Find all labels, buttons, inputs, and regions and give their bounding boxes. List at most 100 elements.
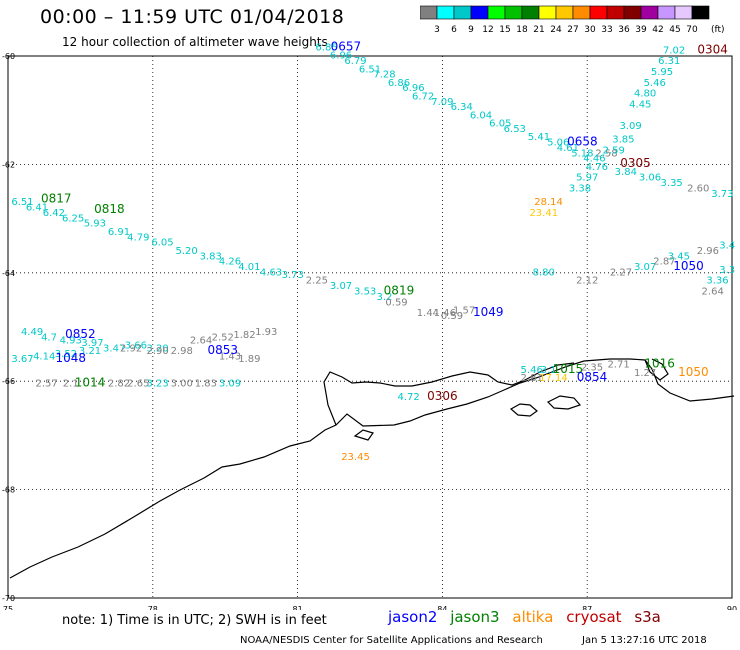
- lat-label: -68: [2, 486, 15, 495]
- lat-label: -62: [2, 160, 15, 169]
- credit-line: NOAA/NESDIS Center for Satellite Applica…: [240, 635, 543, 646]
- wave-height-label: 3.07: [634, 262, 656, 273]
- lat-label: -70: [2, 594, 15, 603]
- wave-height-label: 3.53: [354, 286, 376, 297]
- pass-time-label: 1049: [473, 305, 504, 319]
- wave-height-label: 4.79: [127, 232, 149, 243]
- antarctic-coastline: [9, 358, 735, 579]
- scale-tick-label: 15: [499, 25, 510, 35]
- pass-time-label: 1048: [55, 351, 86, 365]
- graticule: [7, 55, 733, 599]
- wave-height-label: 3.06: [639, 173, 661, 184]
- pass-time-label: 0305: [620, 156, 651, 170]
- observation-labels: 6.856.966.796.517.286.866.966.727.096.34…: [11, 40, 735, 463]
- wave-height-label: 2.82: [108, 379, 130, 390]
- wave-height-label: 3.84: [615, 167, 637, 178]
- wave-height-label: 4.14: [33, 352, 55, 363]
- wave-height-label: 1.89: [238, 354, 260, 365]
- pass-time-label: 0854: [577, 370, 608, 384]
- wave-height-label: 3.73: [282, 270, 304, 281]
- wave-height-label: 1.43: [219, 352, 241, 363]
- satellite-legend: jason2 jason3 altika cryosat s3a: [388, 608, 669, 626]
- wave-height-label: 2.12: [576, 276, 598, 287]
- wave-height-label: 2.25: [306, 276, 328, 287]
- color-scale-legend: 3 6 9 12 15 18 21 24 27 30 33 36 39 42 45 70 (ft): [420, 5, 725, 35]
- wave-height-label: 1.93: [255, 327, 277, 338]
- wave-height-label: 3.73: [711, 189, 733, 200]
- wave-height-label: 3.52: [55, 349, 77, 360]
- wave-height-label: 5.93: [84, 219, 106, 230]
- pass-time-label: 0304: [697, 42, 728, 56]
- wave-height-label: 4.61: [557, 143, 579, 154]
- wave-height-label: 3.47: [103, 343, 125, 354]
- wave-height-label: 2.60: [687, 184, 709, 195]
- timestamp: Jan 5 13:27:16 UTC 2018: [582, 635, 707, 646]
- sat-cryosat: cryosat: [566, 608, 622, 626]
- wave-height-label: 5.20: [175, 246, 197, 257]
- wave-height-label: 3.35: [661, 178, 683, 189]
- scale-tick-label: 30: [584, 25, 596, 35]
- wave-height-label: 6.51: [359, 64, 381, 75]
- scale-tick-label: 24: [550, 25, 562, 35]
- wave-height-label: 6.96: [330, 51, 352, 62]
- wave-height-label: 0.59: [385, 297, 407, 308]
- wave-height-label: 3.3: [719, 265, 735, 276]
- scale-tick-label: 27: [567, 25, 578, 35]
- sat-jason3: jason3: [450, 608, 500, 626]
- lon-label: 81: [293, 605, 303, 610]
- lat-label: -60: [2, 52, 15, 61]
- wave-height-label: 5.41: [528, 132, 550, 143]
- lon-label: 87: [582, 605, 592, 610]
- wave-height-label: 3.23: [146, 379, 168, 390]
- wave-height-label: 5.18: [571, 148, 593, 159]
- wave-height-label: 3.07: [330, 281, 352, 292]
- scale-tick-label: 21: [533, 25, 544, 35]
- wave-height-label: 6.31: [658, 56, 680, 67]
- sat-jason2: jason2: [388, 608, 438, 626]
- wave-height-label: 4.76: [586, 162, 608, 173]
- wave-height-label: 3.2: [377, 292, 393, 303]
- wave-height-label: 3.20: [146, 343, 168, 354]
- wave-height-label: 2.98: [171, 346, 193, 357]
- wave-height-label: 4.93: [60, 335, 82, 346]
- map-title: 00:00 – 11:59 UTC 01/04/2018: [40, 6, 345, 28]
- wave-height-label: 3.36: [706, 276, 728, 287]
- longitude-labels: 75 78 81 84 87 90: [3, 605, 737, 610]
- wave-height-label: 4.72: [397, 392, 419, 403]
- lat-label: -64: [2, 269, 15, 278]
- wave-height-label: 4.01: [238, 262, 260, 273]
- pass-time-label: 0306: [427, 389, 458, 403]
- wave-height-label: 6.96: [402, 83, 424, 94]
- wave-height-label: 6.85: [315, 43, 337, 54]
- wave-height-label: 6.25: [62, 213, 84, 224]
- wave-height-label: 6.04: [470, 110, 492, 121]
- wave-height-label: 4.7: [41, 333, 57, 344]
- wave-height-label: 6.91: [108, 227, 130, 238]
- wave-height-label: 5.95: [651, 67, 673, 78]
- wave-height-label: 1.83: [195, 379, 217, 390]
- wave-height-label: 5.06: [547, 137, 569, 148]
- wave-height-label: 2.90: [146, 346, 168, 357]
- wave-height-label: 8.80: [533, 268, 555, 279]
- ice-tongue-outline: [644, 358, 669, 381]
- wave-height-label: 1.44: [417, 308, 439, 319]
- wave-height-label: 2.57: [35, 379, 57, 390]
- wave-height-label: 2.35: [581, 362, 603, 373]
- wave-height-label: 6.41: [26, 202, 48, 213]
- wave-height-label: 2.58: [595, 148, 617, 159]
- wave-height-label: 1.57: [453, 305, 475, 316]
- wave-height-label: 4.63: [260, 268, 282, 279]
- wave-height-label: 6.53: [504, 124, 526, 135]
- wave-height-label: 2.59: [603, 146, 625, 157]
- pass-time-label: 0658: [567, 134, 598, 148]
- pass-time-label: 0819: [384, 283, 415, 297]
- wave-height-label: 6.79: [344, 56, 366, 67]
- wave-height-label: 17.14: [539, 373, 568, 384]
- wave-height-label: 0.59: [441, 311, 463, 322]
- scale-tick-label: 42: [652, 25, 663, 35]
- wave-height-label: 3.85: [612, 135, 634, 146]
- scale-tick-label: 45: [669, 25, 680, 35]
- wave-height-label: 2.96: [697, 246, 719, 257]
- wave-height-label: 2.64: [702, 286, 724, 297]
- wave-height-label: 6.72: [412, 91, 434, 102]
